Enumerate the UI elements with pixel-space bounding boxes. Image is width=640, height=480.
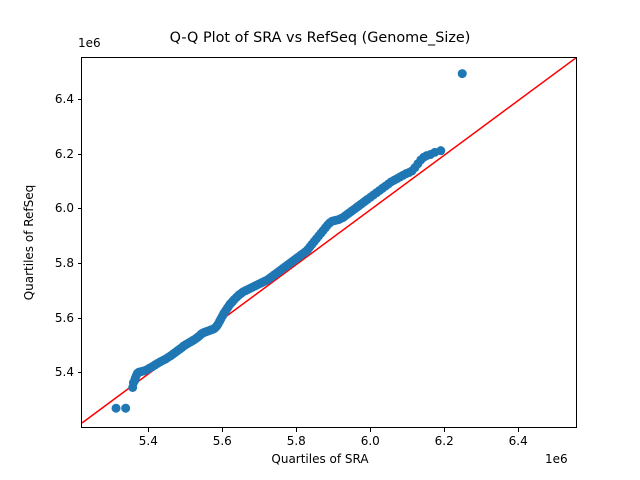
x-tick-mark	[296, 428, 298, 432]
y-tick-mark	[77, 98, 81, 100]
x-tick-mark	[370, 428, 372, 432]
y-axis-label: Quartiles of RefSeq	[22, 184, 36, 301]
y-tick-mark	[77, 208, 81, 210]
data-point-group	[111, 69, 467, 413]
y-axis-offset-text: 1e6	[78, 36, 101, 50]
x-tick-label: 5.6	[212, 434, 232, 448]
data-point	[111, 403, 121, 413]
scatter-plot-canvas	[82, 58, 576, 424]
x-tick-mark	[222, 428, 224, 432]
x-axis-offset-text: 1e6	[545, 452, 568, 466]
data-point	[436, 146, 446, 156]
x-axis-label: Quartiles of SRA	[271, 452, 369, 466]
y-tick-mark	[77, 372, 81, 374]
x-tick-mark	[444, 428, 446, 432]
x-tick-label: 5.8	[286, 434, 306, 448]
data-point	[457, 69, 467, 79]
x-tick-mark	[518, 428, 520, 432]
x-tick-label: 6.4	[508, 434, 528, 448]
y-tick-mark	[77, 153, 81, 155]
plot-axes-area	[81, 57, 577, 428]
x-tick-label: 6.2	[434, 434, 454, 448]
y-tick-mark	[77, 262, 81, 264]
x-tick-mark	[148, 428, 150, 432]
x-tick-label: 5.4	[138, 434, 158, 448]
x-tick-label: 6.0	[360, 434, 380, 448]
data-point	[121, 403, 131, 413]
page-title: Q-Q Plot of SRA vs RefSeq (Genome_Size)	[169, 30, 471, 46]
y-tick-mark	[77, 317, 81, 319]
